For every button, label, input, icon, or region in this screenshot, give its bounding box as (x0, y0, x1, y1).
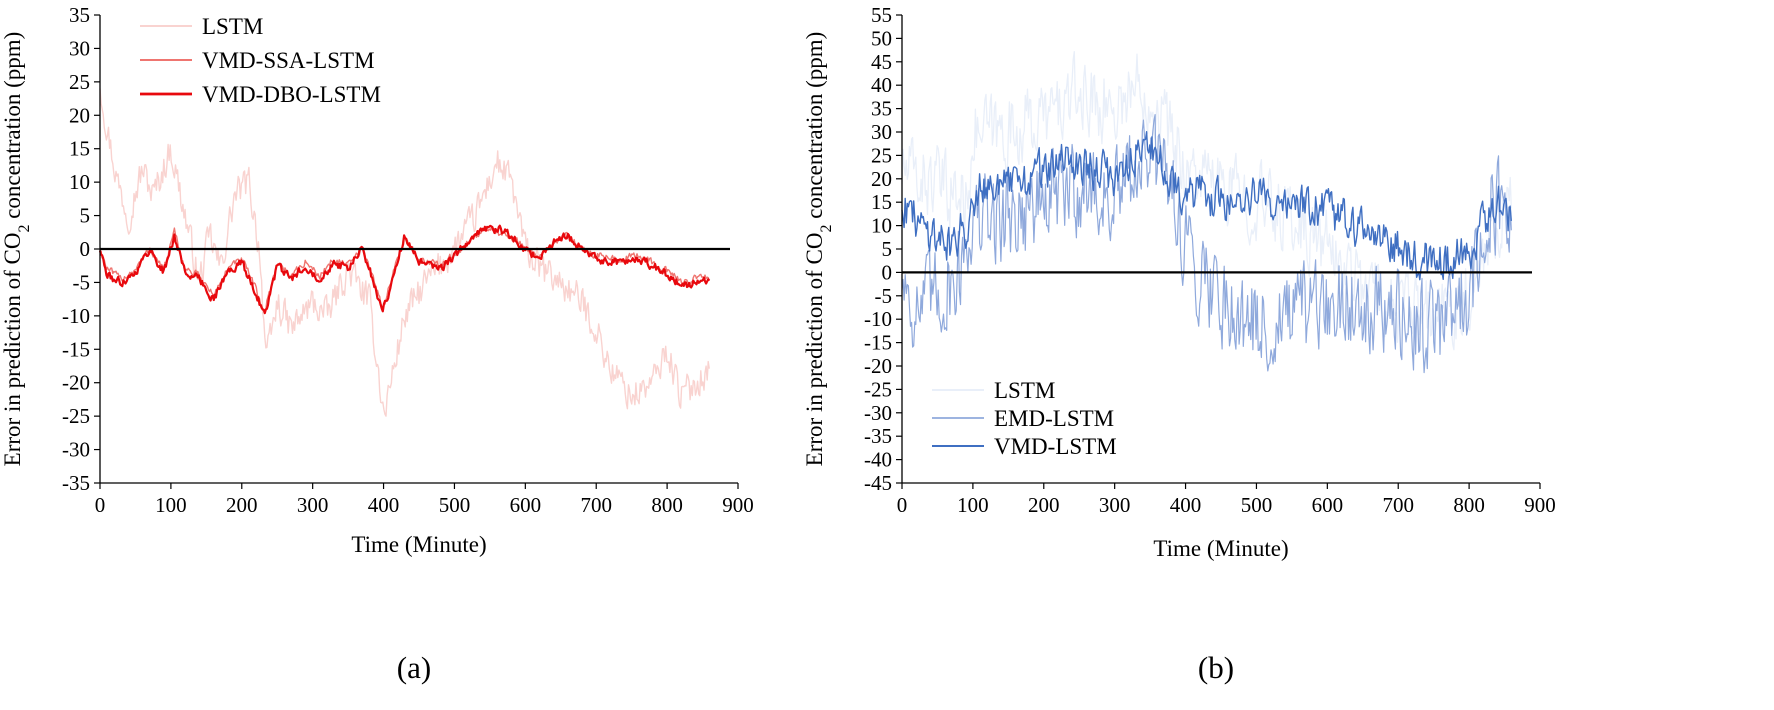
x-tick-label: 200 (226, 493, 258, 517)
x-tick-label: 500 (439, 493, 471, 517)
panel-label: (b) (1198, 650, 1234, 685)
x-tick-label: 400 (1170, 493, 1202, 517)
x-tick-label: 0 (95, 493, 106, 517)
y-tick-label: 35 (871, 97, 892, 121)
legend-label-lstm: LSTM (202, 14, 263, 39)
x-tick-label: 100 (155, 493, 187, 517)
x-tick-label: 600 (1312, 493, 1344, 517)
y-tick-label: -30 (62, 438, 90, 462)
y-tick-label: -5 (875, 284, 893, 308)
x-tick-label: 600 (510, 493, 542, 517)
y-tick-label: -10 (864, 307, 892, 331)
y-tick-label: 5 (882, 237, 893, 261)
x-tick-label: 900 (1524, 493, 1556, 517)
y-tick-label: -25 (62, 404, 90, 428)
y-tick-label: -45 (864, 471, 892, 495)
x-tick-label: 900 (722, 493, 754, 517)
x-tick-label: 700 (1382, 493, 1414, 517)
y-tick-label: 10 (69, 170, 90, 194)
y-tick-label: 35 (69, 3, 90, 27)
y-tick-label: -10 (62, 304, 90, 328)
x-tick-label: 200 (1028, 493, 1060, 517)
y-axis-label-post: concentration (ppm) (802, 32, 827, 225)
y-tick-label: -35 (864, 424, 892, 448)
y-axis-label-pre: Error in prediction of CO (802, 233, 827, 467)
x-axis-label: Time (Minute) (1153, 536, 1288, 561)
y-tick-label: 40 (871, 73, 892, 97)
y-tick-label: 15 (871, 190, 892, 214)
series-line-emd-lstm (901, 114, 1512, 374)
legend-label-vmd-dbo-lstm: VMD-DBO-LSTM (202, 82, 381, 107)
y-tick-label: -15 (62, 337, 90, 361)
legend-label-vmd-ssa-lstm: VMD-SSA-LSTM (202, 48, 375, 73)
x-tick-label: 0 (897, 493, 908, 517)
y-tick-label: -15 (864, 331, 892, 355)
series-line-lstm (99, 88, 710, 417)
y-axis-label-subscript: 2 (818, 225, 835, 233)
series-line-vmd-lstm (901, 131, 1512, 281)
y-axis-label-pre: Error in prediction of CO (0, 233, 25, 467)
y-tick-label: 50 (871, 26, 892, 50)
x-axis-label: Time (Minute) (351, 532, 486, 557)
y-tick-label: 30 (871, 120, 892, 144)
legend-label-emd-lstm: EMD-LSTM (994, 406, 1114, 431)
x-tick-label: 400 (368, 493, 400, 517)
y-tick-label: -20 (62, 371, 90, 395)
x-tick-label: 300 (297, 493, 329, 517)
x-tick-label: 500 (1241, 493, 1273, 517)
y-tick-label: 20 (871, 167, 892, 191)
y-tick-label: 0 (882, 260, 893, 284)
y-tick-label: 45 (871, 50, 892, 74)
y-tick-label: 15 (69, 137, 90, 161)
y-tick-label: 25 (871, 143, 892, 167)
y-axis-label: Error in prediction of CO2 concentration… (802, 32, 835, 467)
y-tick-label: -20 (864, 354, 892, 378)
y-tick-label: 0 (80, 237, 91, 261)
y-axis-label-subscript: 2 (16, 225, 33, 233)
x-tick-label: 700 (580, 493, 612, 517)
y-tick-label: 30 (69, 36, 90, 60)
legend-label-vmd-lstm: VMD-LSTM (994, 434, 1117, 459)
y-tick-label: -35 (62, 471, 90, 495)
y-axis-label-post: concentration (ppm) (0, 32, 25, 225)
legend-label-lstm: LSTM (994, 378, 1055, 403)
y-tick-label: 25 (69, 70, 90, 94)
x-tick-label: 300 (1099, 493, 1131, 517)
y-tick-label: -40 (864, 448, 892, 472)
y-tick-label: 55 (871, 3, 892, 27)
chart-panel-b: 5550454035302520151050-5-10-15-20-25-30-… (802, 3, 1556, 685)
y-tick-label: 5 (80, 204, 91, 228)
panel-label: (a) (397, 650, 431, 685)
y-tick-label: -30 (864, 401, 892, 425)
y-tick-label: 10 (871, 214, 892, 238)
series-line-vmd-dbo-lstm (98, 224, 711, 315)
x-tick-label: 800 (1453, 493, 1485, 517)
x-tick-label: 800 (651, 493, 683, 517)
y-axis-label: Error in prediction of CO2 concentration… (0, 32, 33, 467)
y-tick-label: -5 (73, 270, 91, 294)
y-tick-label: 20 (69, 103, 90, 127)
x-tick-label: 100 (957, 493, 989, 517)
y-tick-label: -25 (864, 377, 892, 401)
